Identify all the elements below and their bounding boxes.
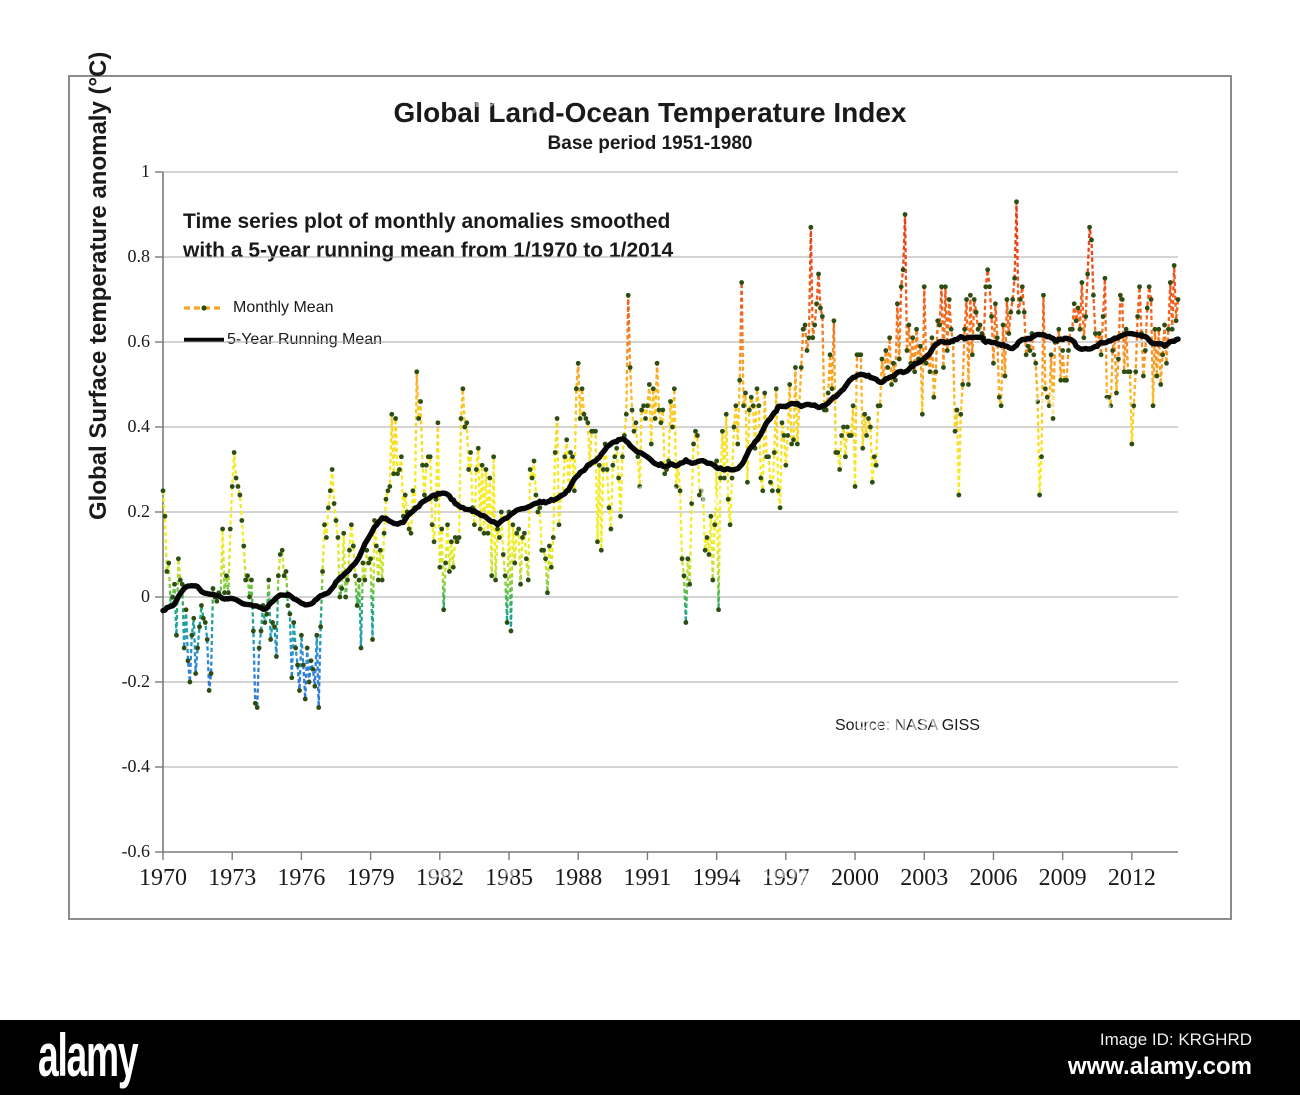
legend-row-running-mean: 5-Year Running Mean: [183, 327, 382, 353]
x-tick-label-2003: 2003: [900, 865, 949, 891]
x-tick-label-1982: 1982: [415, 865, 464, 891]
x-tick-label-2009: 2009: [1038, 865, 1087, 891]
y-tick-label-0: 0: [141, 586, 150, 606]
x-tick-label-2006: 2006: [969, 865, 1018, 891]
chart-frame: Global Land-Ocean Temperature Index Base…: [68, 52, 1232, 920]
x-tick-label-2000: 2000: [831, 865, 880, 891]
legend-row-monthly: Monthly Mean: [183, 295, 382, 321]
chart-legend: Monthly Mean 5-Year Running Mean: [183, 295, 382, 359]
x-tick-label-1988: 1988: [554, 865, 603, 891]
y-tick-label-1: 1: [141, 161, 150, 181]
annotation-line-2: with a 5-year running mean from 1/1970 t…: [183, 239, 674, 262]
footer-bar: alamy Image ID: KRGHRD www.alamy.com: [0, 1020, 1300, 1095]
x-tick-label-1991: 1991: [623, 865, 672, 891]
x-tick-label-1994: 1994: [692, 865, 741, 891]
legend-label-monthly-mean: Monthly Mean: [233, 299, 334, 316]
y-tick-label-0.6: 0.6: [127, 331, 151, 351]
y-tick-label--0.4: -0.4: [121, 756, 151, 776]
y-tick-label--0.2: -0.2: [121, 671, 151, 691]
source-note: Source: NASA GISS: [835, 717, 980, 734]
chart-title: Global Land-Ocean Temperature Index: [393, 97, 907, 128]
running-mean-line-sample-icon: [184, 337, 224, 343]
x-tick-label-1979: 1979: [346, 865, 395, 891]
x-tick-label-1973: 1973: [208, 865, 257, 891]
plot-area: [155, 171, 1181, 860]
chart-annotation: Time series plot of monthly anomalies sm…: [183, 207, 673, 265]
x-tick-label-2012: 2012: [1107, 865, 1156, 891]
image-id-text: Image ID: KRGHRD: [1099, 1030, 1252, 1049]
chart-subtitle: Base period 1951-1980: [547, 133, 753, 154]
y-tick-label-0.4: 0.4: [127, 416, 151, 436]
x-tick-label-1970: 1970: [139, 865, 187, 891]
x-tick-label-1997: 1997: [761, 865, 810, 891]
y-tick-label--0.6: -0.6: [121, 841, 151, 861]
alamy-logo: alamy: [38, 1022, 139, 1089]
y-tick-label-0.8: 0.8: [127, 246, 151, 266]
y-tick-label-0.2: 0.2: [127, 501, 151, 521]
x-tick-label-1985: 1985: [485, 865, 534, 891]
legend-label-running-mean: 5-Year Running Mean: [227, 331, 383, 348]
annotation-line-1: Time series plot of monthly anomalies sm…: [183, 210, 671, 233]
footer-info: Image ID: KRGHRD www.alamy.com: [1068, 1030, 1252, 1081]
alamy-url-text: www.alamy.com: [1067, 1053, 1252, 1080]
monthly-mean-line-sample-icon: [184, 305, 224, 311]
x-tick-label-1976: 1976: [277, 865, 326, 891]
